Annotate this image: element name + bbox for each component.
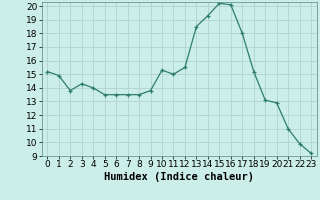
X-axis label: Humidex (Indice chaleur): Humidex (Indice chaleur) — [104, 172, 254, 182]
